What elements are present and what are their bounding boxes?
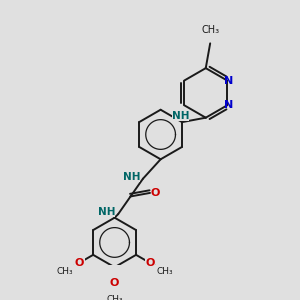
Text: CH₃: CH₃	[202, 25, 220, 34]
Text: NH: NH	[123, 172, 140, 182]
Text: NH: NH	[98, 207, 116, 218]
Text: N: N	[224, 76, 234, 85]
Text: O: O	[145, 258, 154, 268]
Text: NH: NH	[172, 111, 190, 122]
Text: O: O	[110, 278, 119, 288]
Text: CH₃: CH₃	[156, 267, 173, 276]
Text: CH₃: CH₃	[106, 296, 123, 300]
Text: CH₃: CH₃	[56, 267, 73, 276]
Text: O: O	[151, 188, 160, 198]
Text: N: N	[224, 100, 234, 110]
Text: O: O	[75, 258, 84, 268]
